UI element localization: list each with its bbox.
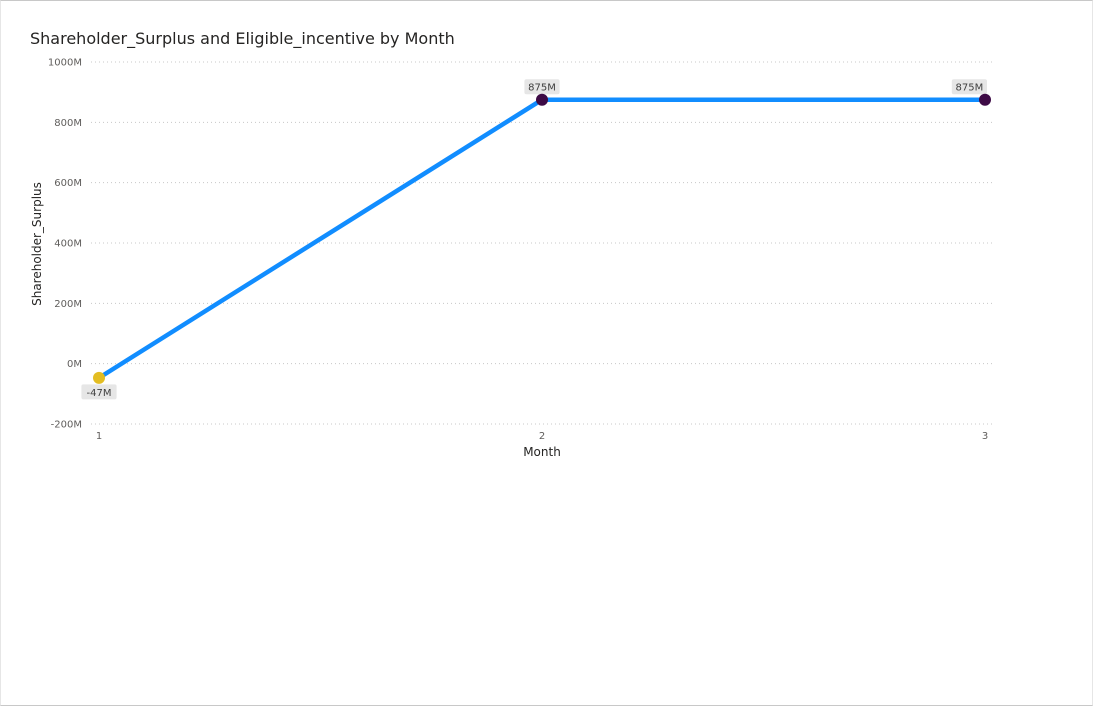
data-label: 875M (528, 83, 556, 94)
y-tick-label: 600M (54, 178, 82, 189)
data-point-marker (979, 93, 991, 106)
y-tick-label: 200M (54, 299, 82, 310)
y-tick-label: -200M (51, 420, 82, 431)
x-tick-label: 3 (982, 431, 988, 442)
x-axis-title: Month (523, 445, 561, 459)
y-tick-label: 1000M (48, 58, 82, 69)
x-tick-label: 2 (539, 431, 545, 442)
data-label-background (951, 79, 987, 95)
series-line (96, 97, 988, 381)
y-axis-title: Shareholder_Surplus (30, 182, 44, 306)
data-label-background (524, 79, 560, 95)
data-point-marker (536, 93, 548, 106)
x-tick-label: 1 (96, 431, 102, 442)
data-label: 875M (956, 83, 984, 94)
data-point-marker (93, 371, 105, 384)
data-label-background (81, 384, 117, 400)
y-tick-label: 0M (67, 359, 82, 370)
y-tick-label: 400M (54, 239, 82, 250)
chart-title: Shareholder_Surplus and Eligible_incenti… (30, 29, 455, 48)
data-label: -47M (87, 388, 112, 399)
y-tick-label: 800M (54, 118, 82, 129)
